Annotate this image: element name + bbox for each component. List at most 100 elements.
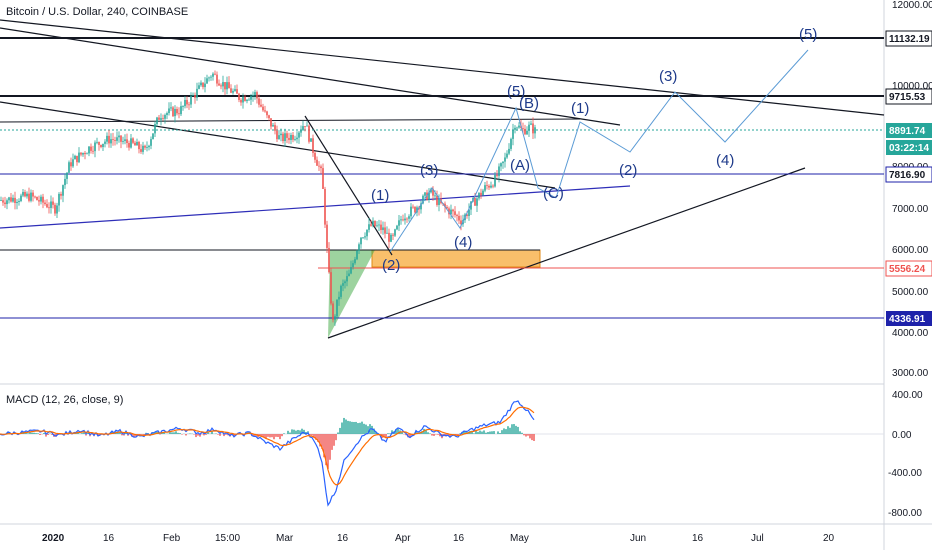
candle-body	[90, 146, 92, 151]
candle-body	[478, 192, 480, 199]
macd-histogram-bar	[117, 432, 119, 434]
macd-histogram-bar	[491, 431, 493, 434]
candle-body	[316, 159, 318, 166]
candle-body	[300, 130, 302, 133]
candle-body	[206, 78, 208, 84]
candle-body	[156, 117, 158, 125]
candle-body	[226, 82, 228, 90]
price-tick: 5000.00	[892, 287, 929, 298]
candle-body	[354, 259, 356, 264]
time-axis[interactable]: 2020 16 Feb 15:00 Mar 16 Apr 16 May Jun …	[42, 533, 835, 544]
macd-histogram-bar	[289, 432, 291, 434]
candle-body	[74, 155, 76, 160]
candle-body	[266, 111, 268, 116]
macd-histogram-bar	[401, 431, 403, 434]
macd-histogram-bar	[427, 432, 429, 434]
macd-histogram-bar	[271, 434, 273, 438]
candle-body	[306, 125, 308, 127]
candle-body	[246, 99, 248, 102]
candle-body	[68, 162, 70, 173]
macd-histogram-bar	[489, 431, 491, 434]
candle-body	[216, 74, 218, 84]
macd-histogram-bar	[173, 432, 175, 434]
candle-body	[224, 82, 226, 90]
macd-histogram-bar	[431, 434, 433, 436]
wave-label: (3)	[659, 68, 677, 85]
macd-histogram-bar	[297, 429, 299, 434]
candle-body	[432, 188, 434, 196]
candle-body	[210, 76, 212, 78]
candle-body	[490, 185, 492, 188]
candle-body	[516, 127, 518, 129]
candle-body	[528, 124, 530, 131]
candle-body	[394, 229, 396, 236]
candle-body	[272, 125, 274, 127]
macd-histogram-bar	[503, 428, 505, 434]
candle-body	[508, 148, 510, 154]
macd-axis[interactable]: 400.00 0.00 -400.00 -800.00	[888, 390, 923, 519]
macd-histogram-bar	[345, 419, 347, 434]
candle-body	[72, 159, 74, 167]
macd-histogram-bar	[205, 434, 207, 435]
candle-body	[388, 232, 390, 242]
candle-body	[444, 203, 446, 207]
macd-histogram-bar	[139, 434, 141, 435]
macd-histogram-bar	[185, 434, 187, 436]
macd-line	[0, 400, 535, 507]
candle-body	[20, 195, 22, 201]
macd-tick: -400.00	[888, 468, 922, 479]
candle-body	[170, 107, 172, 109]
candle-body	[416, 207, 418, 213]
macd-histogram-bar	[195, 434, 197, 438]
macd-histogram-bar	[429, 433, 431, 434]
candle-body	[180, 106, 182, 115]
candle-body	[130, 138, 132, 148]
macd-histogram-bar	[267, 434, 269, 437]
macd-histogram-bar	[197, 434, 199, 436]
candle-body	[242, 96, 244, 103]
candle-body	[142, 145, 144, 152]
candle-body	[204, 83, 206, 88]
candle-body	[122, 141, 124, 142]
macd-histogram-bar	[119, 431, 121, 434]
candle-body	[446, 206, 448, 209]
candle-body	[474, 198, 476, 206]
candle-body	[88, 146, 90, 154]
price-tag-5556-text: 5556.24	[889, 264, 926, 275]
candle-body	[408, 216, 410, 219]
candle-body	[422, 195, 424, 204]
macd-histogram-bar	[263, 434, 265, 438]
price-tick: 10000.00	[892, 81, 932, 92]
macd-histogram-bar	[321, 434, 323, 449]
trendline-lower-1	[0, 101, 556, 189]
candle-body	[342, 283, 344, 286]
macd-histogram-bar	[437, 434, 439, 435]
macd-histogram-bar	[409, 434, 411, 438]
macd-histogram-bar	[25, 432, 27, 434]
macd-histogram-bar	[359, 422, 361, 434]
candle-body	[398, 220, 400, 226]
macd-histogram-bar	[133, 434, 135, 437]
candle-body	[308, 125, 310, 142]
candle-body	[26, 193, 28, 197]
macd-histogram-bar	[189, 433, 191, 434]
macd-histogram-bar	[367, 426, 369, 434]
candle-body	[202, 82, 204, 88]
candle-body	[236, 89, 238, 94]
macd-histogram-bar	[179, 433, 181, 434]
macd-histogram-bar	[509, 427, 511, 434]
candle-body	[8, 197, 10, 201]
candle-body	[92, 150, 94, 152]
macd-histogram-bar	[265, 434, 267, 439]
time-tick: 16	[453, 533, 465, 544]
candle-body	[526, 130, 528, 135]
candle-body	[132, 138, 134, 143]
macd-histogram-bar	[207, 431, 209, 434]
candle-body	[86, 153, 88, 155]
candle-body	[460, 220, 462, 225]
candle-body	[176, 108, 178, 114]
candle-body	[364, 236, 366, 238]
macd-histogram-bar	[303, 429, 305, 434]
candle-body	[382, 227, 384, 231]
